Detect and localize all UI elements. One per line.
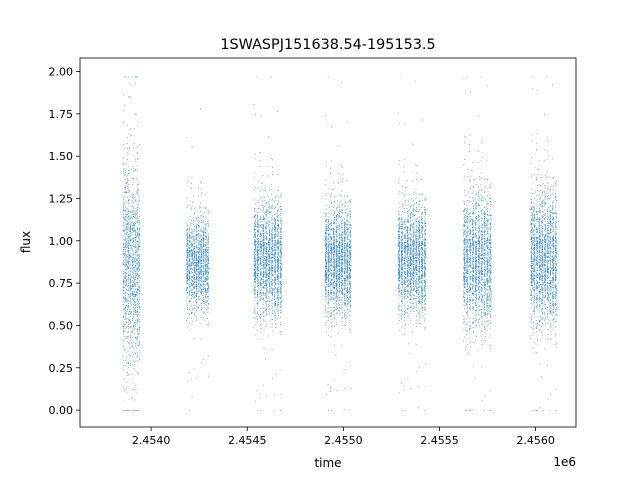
- x-tick-label: 2.4545: [228, 434, 267, 447]
- y-tick-label: 1.50: [49, 150, 74, 163]
- y-axis: 0.00 0.25 0.50 0.75 1.00 1.25 1.50 1.75 2.00: [49, 66, 80, 417]
- y-tick-label: 0.50: [49, 319, 74, 332]
- x-tick-label: 2.4550: [324, 434, 363, 447]
- y-tick-label: 1.75: [49, 108, 74, 121]
- y-axis-label: flux: [19, 231, 33, 253]
- season-scatter-points: [463, 76, 492, 411]
- x-axis-label: time: [314, 456, 341, 470]
- y-tick-label: 0.25: [49, 362, 74, 375]
- y-tick-label: 1.25: [49, 192, 74, 205]
- x-axis: 2.4540 2.4545 2.4550 2.4555 2.4560: [132, 427, 555, 447]
- y-tick-label: 0.00: [49, 404, 74, 417]
- y-tick-label: 0.75: [49, 277, 74, 290]
- season-scatter-points: [253, 76, 283, 411]
- y-tick-label: 2.00: [49, 66, 74, 79]
- x-tick-label: 2.4540: [132, 434, 171, 447]
- plot-frame: [79, 57, 577, 428]
- x-axis-offset: 1e6: [553, 455, 576, 469]
- x-tick-label: 2.4555: [420, 434, 459, 447]
- x-tick-label: 2.4560: [516, 434, 555, 447]
- season-scatter-points: [122, 76, 140, 411]
- data-points: [122, 76, 557, 411]
- chart-title: 1SWASPJ151638.54-195153.5: [220, 37, 435, 53]
- y-tick-label: 1.00: [49, 235, 74, 248]
